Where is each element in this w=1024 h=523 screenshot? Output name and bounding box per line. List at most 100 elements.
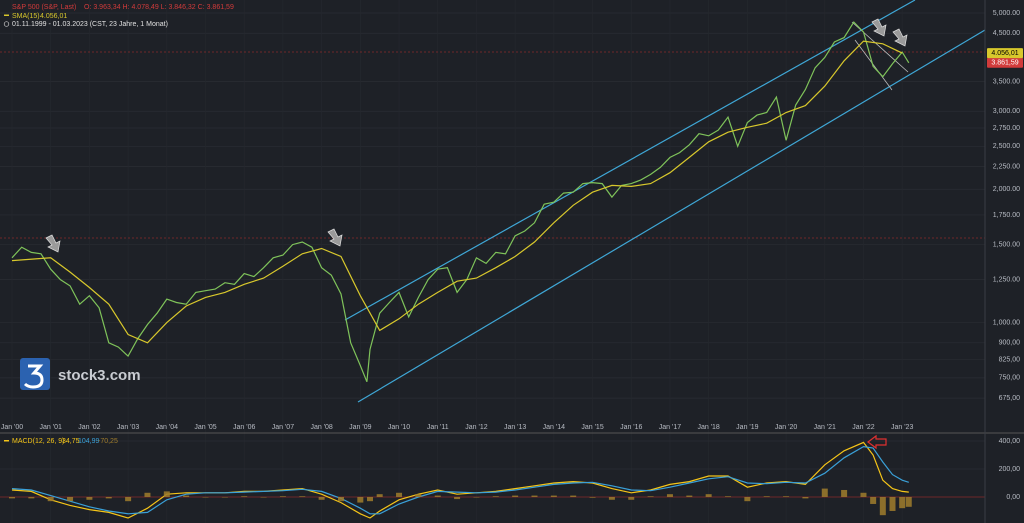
legend-value: 104,99 xyxy=(78,438,100,445)
histogram-bar xyxy=(376,494,383,497)
x-tick-label: Jan '18 xyxy=(697,424,719,431)
histogram-bar xyxy=(454,496,461,500)
histogram-bar xyxy=(367,496,374,502)
price-label: 4.056,01 xyxy=(991,50,1018,57)
y-tick-label: 1,750.00 xyxy=(993,212,1020,219)
trend-line xyxy=(854,39,893,91)
x-tick-label: Jan '10 xyxy=(388,424,410,431)
x-tick-label: Jan '21 xyxy=(814,424,836,431)
x-tick-label: Jan '07 xyxy=(272,424,294,431)
ohlc-text: O: 3.963,34 H: 4.078,49 L: 3.846,32 C: 3… xyxy=(84,4,234,11)
legend-value: -70,25 xyxy=(98,438,118,445)
histogram-bar xyxy=(783,496,790,497)
x-tick-label: Jan '05 xyxy=(194,424,216,431)
histogram-bar xyxy=(28,496,35,499)
plot-layer xyxy=(8,21,912,519)
histogram-bar xyxy=(357,496,364,503)
arrow xyxy=(867,434,887,450)
legend-swatch xyxy=(4,440,9,442)
y-tick-label: 2,250.00 xyxy=(993,163,1020,170)
x-tick-label: Jan '22 xyxy=(852,424,874,431)
histogram-bar xyxy=(608,496,615,500)
x-tick-label: Jan '16 xyxy=(620,424,642,431)
y-tick-label: 5,000.00 xyxy=(993,10,1020,17)
y-tick-label: 400,00 xyxy=(999,438,1021,445)
histogram-bar xyxy=(531,495,538,497)
x-tick-label: Jan '00 xyxy=(1,424,23,431)
y-tick-label: 825,00 xyxy=(999,356,1021,363)
histogram-bar xyxy=(183,495,190,497)
y-tick-label: 3,500.00 xyxy=(993,78,1020,85)
histogram-bar xyxy=(279,496,286,497)
legend-value: 34,75 xyxy=(62,438,80,445)
histogram-bar xyxy=(899,496,906,509)
y-tick-label: 900,00 xyxy=(999,340,1021,347)
histogram-bar xyxy=(628,496,635,500)
arrow xyxy=(327,228,343,247)
price-label: 3.861,59 xyxy=(991,60,1018,67)
legend-label: SMA(15) xyxy=(12,13,40,20)
x-tick-label: Jan '11 xyxy=(427,424,449,431)
x-tick-label: Jan '04 xyxy=(156,424,178,431)
histogram-bar xyxy=(802,496,809,499)
histogram-bar xyxy=(879,496,886,516)
x-tick-label: Jan '02 xyxy=(78,424,100,431)
histogram-bar xyxy=(337,496,344,502)
x-tick-label: Jan '06 xyxy=(233,424,255,431)
histogram-bar xyxy=(492,496,499,497)
y-tick-label: 200,00 xyxy=(999,466,1021,473)
histogram-bar xyxy=(202,496,209,498)
y-tick-label: 2,500.00 xyxy=(993,143,1020,150)
histogram-bar xyxy=(299,496,306,497)
arrow xyxy=(45,234,61,253)
channel-lower xyxy=(357,29,986,403)
x-tick-label: Jan '03 xyxy=(117,424,139,431)
legend-swatch xyxy=(4,14,9,16)
histogram-bar xyxy=(705,494,712,497)
x-tick-label: Jan '17 xyxy=(659,424,681,431)
x-tick-label: Jan '08 xyxy=(310,424,332,431)
y-tick-label: 750,00 xyxy=(999,375,1021,382)
histogram-bar xyxy=(144,492,151,497)
histogram-bar xyxy=(105,496,112,499)
x-tick-label: Jan '01 xyxy=(40,424,62,431)
histogram-bar xyxy=(434,495,441,497)
x-tick-label: Jan '12 xyxy=(465,424,487,431)
histogram-bar xyxy=(860,492,867,497)
histogram-bar xyxy=(725,496,732,497)
histogram-bar xyxy=(889,496,896,511)
y-tick-label: 4,500.00 xyxy=(993,30,1020,37)
date-range: 01.11.1999 - 01.03.2023 (CST, 23 Jahre, … xyxy=(12,21,168,28)
arrows xyxy=(45,18,908,253)
x-tick-label: Jan '15 xyxy=(581,424,603,431)
histogram-bar xyxy=(396,492,403,497)
series-line xyxy=(11,445,909,515)
y-tick-label: 1,000.00 xyxy=(993,319,1020,326)
histogram-bar xyxy=(163,491,170,497)
y-tick-label: 2,000.00 xyxy=(993,186,1020,193)
histogram-bar xyxy=(666,494,673,497)
histogram-bar xyxy=(47,496,54,502)
histogram-bar xyxy=(870,496,877,504)
histogram-bar xyxy=(260,496,267,498)
histogram-bar xyxy=(686,495,693,497)
x-tick-label: Jan '19 xyxy=(736,424,758,431)
histogram-bar xyxy=(647,496,654,497)
price-label-box xyxy=(987,57,1023,68)
histogram-bar xyxy=(241,496,248,497)
histogram-bar xyxy=(512,495,519,497)
channel-upper xyxy=(344,0,916,321)
histogram-bar xyxy=(318,496,325,500)
histogram-bar xyxy=(570,495,577,497)
histogram-bar xyxy=(8,496,15,499)
logo-glyph xyxy=(23,364,44,389)
x-tick-label: Jan '13 xyxy=(504,424,526,431)
y-tick-label: 1,250.00 xyxy=(993,276,1020,283)
x-tick-label: Jan '23 xyxy=(891,424,913,431)
histogram-bar xyxy=(86,496,93,500)
arrow xyxy=(871,18,887,37)
histogram-bar xyxy=(415,494,422,497)
